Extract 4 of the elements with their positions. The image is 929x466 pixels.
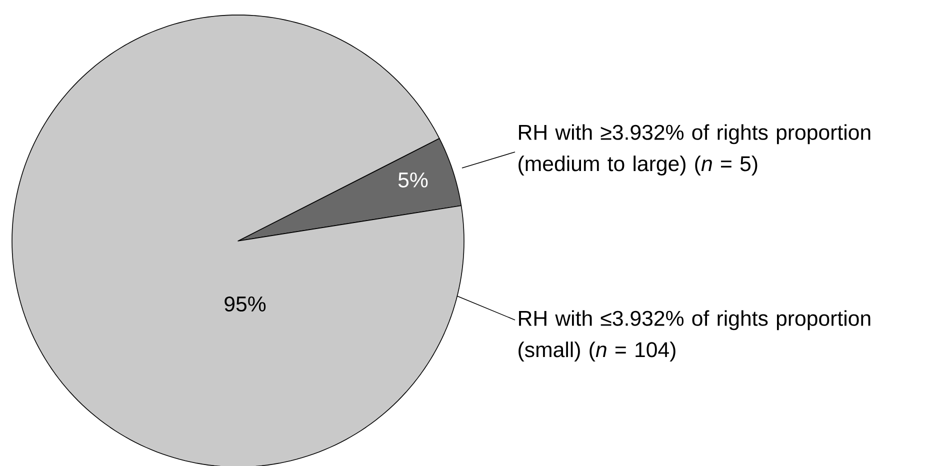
slice-label: RH with ≤3.932% of rights proportion (small) (n = 104) bbox=[518, 310, 870, 362]
slice-label: RH with ≥3.932% of rights proportion (medium to large) (n = 5) bbox=[518, 124, 870, 176]
data-label: 95% bbox=[224, 296, 266, 312]
data-label: 5% bbox=[398, 172, 428, 188]
